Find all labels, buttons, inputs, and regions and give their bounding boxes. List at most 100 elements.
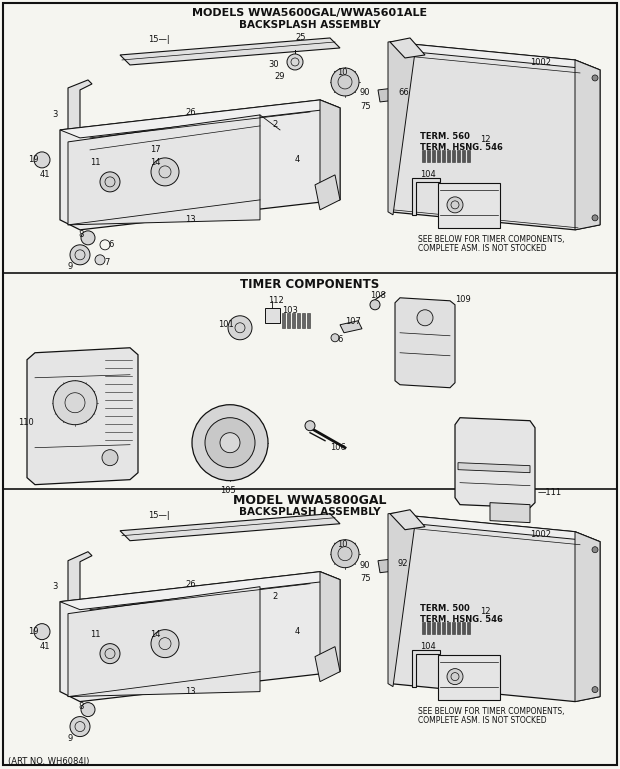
Text: 9: 9 [68,261,73,271]
Polygon shape [432,150,435,162]
Polygon shape [68,587,260,697]
Polygon shape [68,80,92,140]
Text: BACKSPLASH ASSEMBLY: BACKSPLASH ASSEMBLY [239,20,381,30]
Text: (ART NO. WH6084I): (ART NO. WH6084I) [8,757,89,767]
Text: 4: 4 [295,627,300,636]
Text: 3: 3 [52,581,58,591]
Text: 2: 2 [272,591,277,601]
Polygon shape [68,115,260,225]
Text: 1002: 1002 [530,58,551,67]
Text: 101: 101 [218,320,234,329]
Text: 7: 7 [104,258,109,267]
Circle shape [81,703,95,717]
Circle shape [100,644,120,664]
Circle shape [592,547,598,553]
Text: 90: 90 [360,561,371,570]
Text: 29: 29 [274,72,285,81]
Text: 11: 11 [90,158,100,167]
Polygon shape [390,38,425,58]
Polygon shape [412,178,440,215]
Text: SEE BELOW FOR TIMER COMPONENTS,: SEE BELOW FOR TIMER COMPONENTS, [418,235,564,244]
Text: 92: 92 [398,559,409,568]
Polygon shape [462,621,465,634]
Text: TERM. 560: TERM. 560 [420,132,470,141]
Text: BACKSPLASH ASSEMBLY: BACKSPLASH ASSEMBLY [239,507,381,517]
Polygon shape [422,621,425,634]
Text: 4: 4 [295,155,300,164]
Text: 3: 3 [52,110,58,119]
Polygon shape [457,150,460,162]
Circle shape [447,668,463,684]
Text: 9: 9 [68,734,73,743]
Text: 11: 11 [90,630,100,638]
Text: 41: 41 [40,170,50,179]
Polygon shape [452,150,455,162]
Polygon shape [455,418,535,508]
Text: —111: —111 [538,488,562,497]
Polygon shape [302,313,305,328]
Text: 12: 12 [480,607,490,616]
Polygon shape [442,621,445,634]
Text: 26: 26 [185,580,196,589]
Text: 110: 110 [18,418,33,427]
Polygon shape [378,559,397,573]
Text: 26: 26 [185,108,196,117]
Text: 12: 12 [480,135,490,144]
Polygon shape [462,150,465,162]
Text: 1002: 1002 [530,530,551,539]
Text: 8: 8 [78,230,83,239]
Text: TIMER COMPONENTS: TIMER COMPONENTS [241,278,379,291]
Circle shape [331,540,359,568]
Text: 10: 10 [337,68,347,77]
Circle shape [228,316,252,340]
Polygon shape [265,308,280,323]
Circle shape [151,630,179,657]
Text: 41: 41 [40,641,50,651]
Polygon shape [427,621,430,634]
Polygon shape [282,313,285,328]
Circle shape [331,68,359,96]
Text: 106: 106 [330,443,346,451]
Text: 25: 25 [295,33,306,42]
Text: 107: 107 [345,317,361,326]
Polygon shape [340,321,362,333]
Text: 15—|: 15—| [148,511,170,520]
Polygon shape [390,514,600,541]
Text: 108: 108 [370,291,386,300]
Polygon shape [120,38,340,65]
Text: COMPLETE ASM. IS NOT STOCKED: COMPLETE ASM. IS NOT STOCKED [418,244,547,253]
Text: 30: 30 [268,60,278,69]
Polygon shape [412,650,440,687]
Polygon shape [120,514,340,541]
Text: MODEL WWA5800GAL: MODEL WWA5800GAL [233,494,387,507]
Polygon shape [395,298,455,388]
Polygon shape [60,100,340,138]
Text: 10: 10 [337,540,347,549]
Circle shape [592,75,598,81]
Polygon shape [320,100,340,200]
Text: MODELS WWA5600GAL/WWA5601ALE: MODELS WWA5600GAL/WWA5601ALE [192,8,428,18]
Polygon shape [575,531,600,701]
Text: 14: 14 [150,158,161,167]
Text: 104: 104 [420,641,436,651]
Polygon shape [452,621,455,634]
Text: 13: 13 [185,215,196,224]
Polygon shape [315,647,340,681]
Text: TERM. HSNG. 546: TERM. HSNG. 546 [420,614,503,624]
Polygon shape [490,503,530,523]
Polygon shape [390,514,600,701]
Text: 19: 19 [28,627,38,636]
Polygon shape [438,183,500,228]
Text: 6: 6 [108,240,113,249]
Polygon shape [432,621,435,634]
Polygon shape [442,150,445,162]
Polygon shape [422,150,425,162]
Polygon shape [458,463,530,473]
Text: 13: 13 [185,687,196,696]
Text: 75: 75 [360,102,371,111]
Text: 66: 66 [398,88,409,97]
Polygon shape [320,571,340,671]
Polygon shape [68,551,92,611]
Circle shape [287,54,303,70]
Circle shape [447,197,463,213]
